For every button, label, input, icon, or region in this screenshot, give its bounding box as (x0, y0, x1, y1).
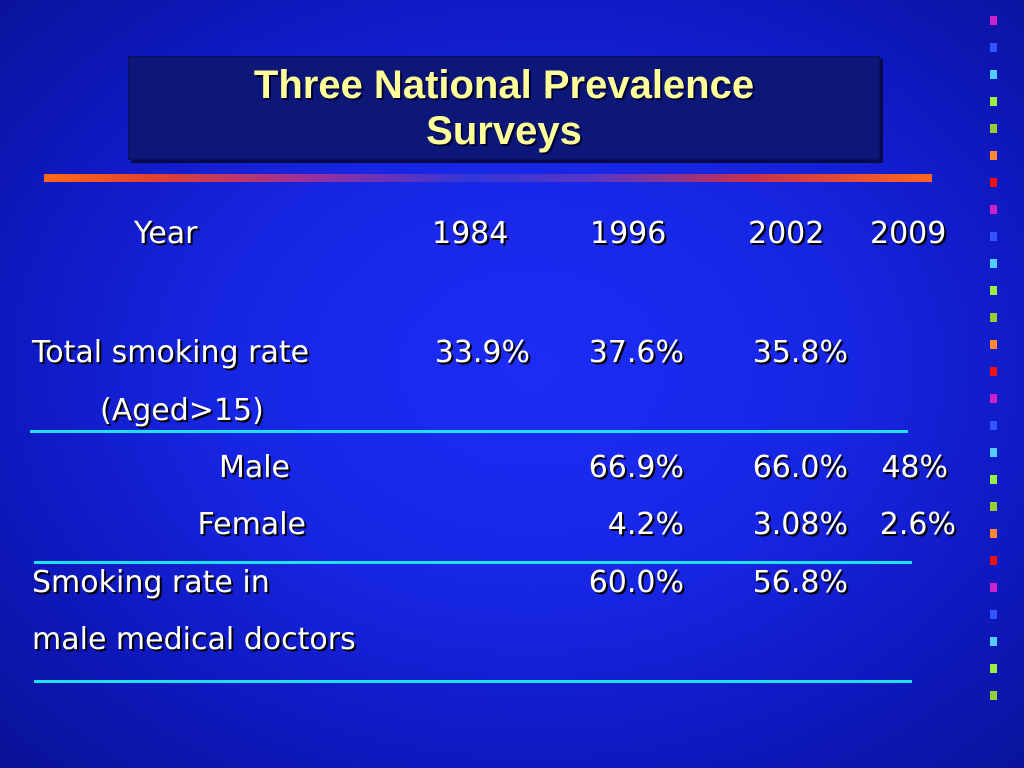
decorative-square (990, 286, 997, 295)
decorative-square (990, 691, 997, 700)
decorative-square (990, 313, 997, 322)
decorative-square (990, 664, 997, 673)
decorative-square (990, 421, 997, 430)
divider-1 (30, 430, 908, 433)
decorative-square (990, 178, 997, 187)
decorative-square (990, 367, 997, 376)
title-box: Three National Prevalence Surveys (128, 56, 880, 160)
row-total-sublabel: (Aged>15) (100, 393, 264, 428)
decorative-square (990, 205, 997, 214)
decorative-square (990, 232, 997, 241)
row-doctors-2002: 56.8% (752, 565, 848, 600)
decorative-square (990, 124, 997, 133)
divider-2 (34, 561, 912, 564)
row-female-label: Female (197, 507, 306, 542)
header-year-2009: 2009 (870, 216, 947, 251)
header-year-1984: 1984 (432, 216, 509, 251)
decorative-square (990, 502, 997, 511)
decorative-square (990, 70, 997, 79)
decorative-square (990, 529, 997, 538)
title-line-2: Surveys (426, 109, 582, 153)
decorative-square (990, 610, 997, 619)
decorative-square (990, 340, 997, 349)
title-line-1: Three National Prevalence (253, 63, 755, 107)
decorative-square (990, 448, 997, 457)
row-total-label: Total smoking rate (32, 335, 310, 370)
divider-3 (34, 680, 912, 683)
row-total-2002: 35.8% (752, 335, 848, 370)
decorative-square (990, 394, 997, 403)
row-doctors-1996: 60.0% (588, 565, 684, 600)
row-total-1984: 33.9% (434, 335, 530, 370)
header-year-label: Year (134, 216, 198, 251)
decorative-square (990, 259, 997, 268)
decorative-square (990, 16, 997, 25)
decorative-square (990, 583, 997, 592)
decorative-square (990, 637, 997, 646)
row-male-2009: 48% (881, 450, 948, 485)
row-doctors-label-2: male medical doctors (32, 622, 356, 657)
row-male-2002: 66.0% (752, 450, 848, 485)
decorative-square (990, 556, 997, 565)
header-year-2002: 2002 (748, 216, 825, 251)
decorative-square (990, 151, 997, 160)
decorative-square-column (990, 16, 998, 718)
decorative-square (990, 43, 997, 52)
row-male-1996: 66.9% (588, 450, 684, 485)
decorative-square (990, 475, 997, 484)
header-year-1996: 1996 (590, 216, 667, 251)
decorative-square (990, 97, 997, 106)
row-female-2009: 2.6% (879, 507, 956, 542)
row-doctors-label-1: Smoking rate in (32, 565, 270, 600)
row-male-label: Male (218, 450, 290, 485)
row-total-1996: 37.6% (588, 335, 684, 370)
row-female-2002: 3.08% (752, 507, 848, 542)
title-gradient-rule (44, 174, 932, 182)
row-female-1996: 4.2% (607, 507, 684, 542)
